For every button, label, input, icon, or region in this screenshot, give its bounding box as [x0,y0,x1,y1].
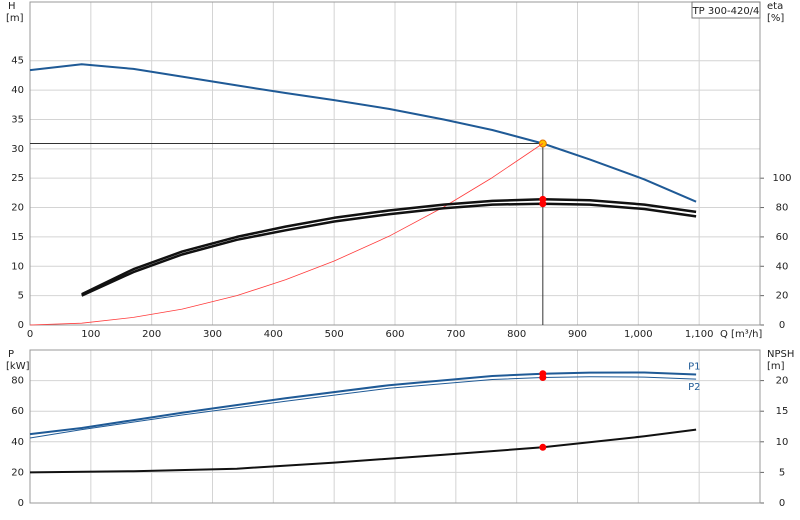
x-tick-label: 600 [385,329,404,340]
x-tick-label: 100 [81,329,100,340]
curve [29,143,544,326]
x-tick-label: 1,100 [685,329,714,340]
y-tick-label: 20 [11,203,24,214]
y2-tick-label: 0 [779,498,785,509]
y-tick-label: 0 [18,320,24,331]
y2-tick-label: 5 [779,467,785,478]
y2-axis-label: eta [767,1,783,12]
y-tick-label: 60 [11,406,24,417]
y-tick-label: 80 [11,376,24,387]
curve [29,371,697,436]
operating-point [539,200,547,208]
y-tick-label: 0 [18,498,24,509]
y2-tick-label: 100 [772,173,791,184]
y-tick-label: 25 [11,173,24,184]
y-tick-label: 45 [11,56,24,67]
y2-tick-label: 40 [776,261,789,272]
y-tick-label: 5 [18,291,24,302]
x-tick-label: 400 [264,329,283,340]
y-axis-label: H [8,1,16,12]
y2-axis-unit: [m] [767,361,785,372]
operating-point [538,139,547,148]
chart-title: TP 300-420/4 [692,6,760,17]
x-tick-label: 700 [446,329,465,340]
x-tick-label: 500 [325,329,344,340]
y2-tick-label: 15 [776,406,789,417]
plot-frame [29,1,761,326]
title-box [691,1,761,19]
x-tick-label: 200 [142,329,161,340]
y2-tick-label: 80 [776,203,789,214]
operating-point [539,443,547,451]
y-tick-label: 30 [11,144,24,155]
y2-tick-label: 20 [776,291,789,302]
x-tick-label: 800 [507,329,526,340]
curve-label: P2 [688,382,700,393]
y-tick-label: 15 [11,232,24,243]
y-axis-label: P [8,349,14,360]
x-axis-label: Q [m³/h] [720,329,762,340]
x-tick-label: 900 [568,329,587,340]
plot-frame [29,349,761,504]
y2-axis-label: NPSH [767,349,794,360]
y-tick-label: 35 [11,114,24,125]
curve [29,376,697,439]
curve [29,63,697,203]
y-axis-unit: [m] [6,13,24,24]
y2-tick-label: 0 [779,320,785,331]
y2-axis-unit: [%] [767,13,784,24]
x-tick-label: 300 [203,329,222,340]
x-tick-label: 1,000 [624,329,653,340]
y-tick-label: 10 [11,261,24,272]
x-tick-label: 0 [27,329,33,340]
y-tick-label: 40 [11,85,24,96]
y2-tick-label: 10 [776,437,789,448]
curve [29,428,697,474]
y-tick-label: 20 [11,467,24,478]
operating-point [539,374,547,382]
curve-label: P1 [688,361,700,372]
y-tick-label: 40 [11,437,24,448]
curve [81,198,697,296]
y2-tick-label: 20 [776,376,789,387]
y2-tick-label: 60 [776,232,789,243]
curve [81,202,697,297]
y-axis-unit: [kW] [6,361,30,372]
